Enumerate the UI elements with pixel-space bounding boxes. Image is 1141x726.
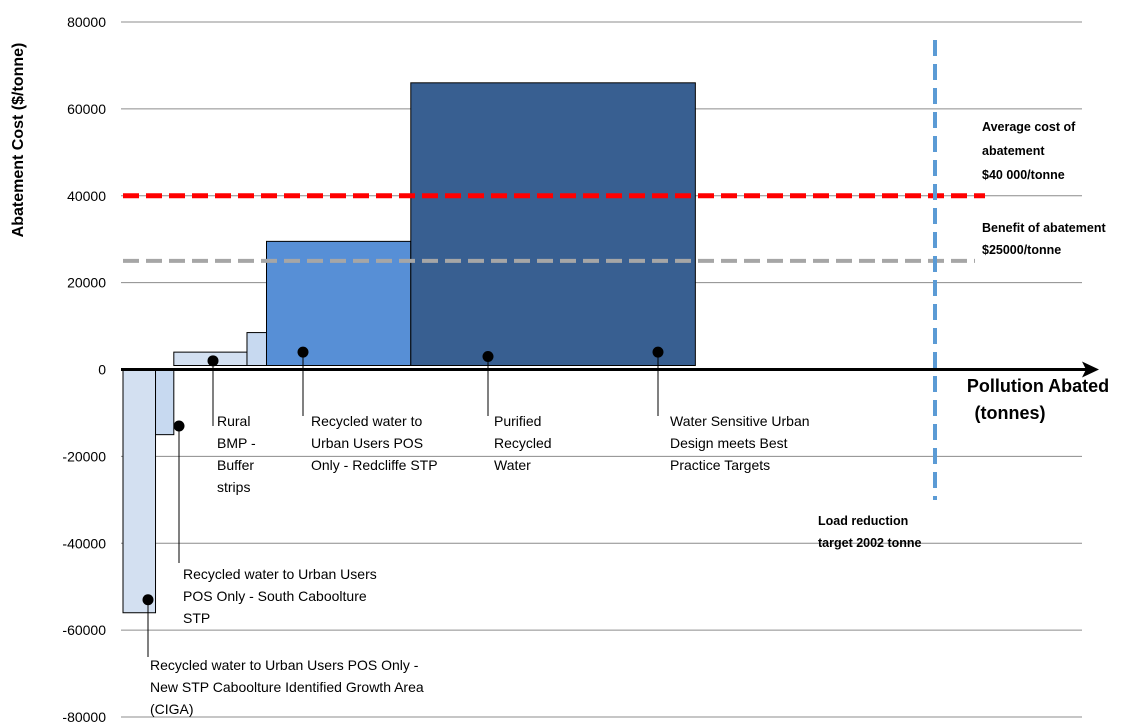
bar-label-line: strips [217, 479, 250, 495]
bar-label: Recycled water to Urban Users POS Only - … [183, 566, 377, 626]
bar-label-line: Purified [494, 413, 541, 429]
y-tick-label: 60000 [67, 101, 106, 117]
x-axis-label-line: Pollution Abated [967, 376, 1109, 396]
bar-label-line: Recycled water to [311, 413, 422, 429]
bar-label-line: (CIGA) [150, 701, 194, 717]
y-axis-label: Abatement Cost ($/tonne) [10, 43, 27, 238]
bar-label: Purified Recycled Water [494, 413, 552, 473]
bar-label-line: Rural [217, 413, 250, 429]
bar-label-line: Only - Redcliffe STP [311, 457, 438, 473]
bar-label-line: BMP - [217, 435, 256, 451]
bar-label-line: Recycled water to Urban Users POS Only - [150, 657, 419, 673]
bar [122, 369, 157, 614]
average-cost-label-line: $40 000/tonne [982, 168, 1065, 182]
bar-label-line: New STP Caboolture Identified Growth Are… [150, 679, 424, 695]
bar-label-line: Water Sensitive Urban [670, 413, 810, 429]
y-tick-label: 80000 [67, 14, 106, 30]
average-cost-label-line: Average cost of [982, 120, 1076, 134]
x-axis-arrow-icon [1082, 361, 1099, 378]
bars [122, 82, 696, 614]
bar-marker [173, 420, 185, 432]
y-tick-label: 40000 [67, 188, 106, 204]
bar-label: Recycled water to Urban Users POS Only -… [150, 657, 424, 717]
x-axis-label: Pollution Abated (tonnes) [967, 376, 1109, 423]
bar-label-line: Practice Targets [670, 457, 770, 473]
target-label-line: Load reduction [818, 514, 908, 528]
bar-label-line: STP [183, 610, 210, 626]
benefit-label-line: Benefit of abatement [982, 221, 1106, 235]
bar-label: Recycled water to Urban Users POS Only - R… [311, 413, 438, 473]
reference-lines: Average cost of abatement $40 000/tonne Ben… [123, 40, 1106, 550]
bar [155, 369, 175, 436]
average-cost-label-line: abatement [982, 144, 1045, 158]
bar-label-line: POS Only - South Caboolture [183, 588, 367, 604]
bar [246, 332, 267, 366]
y-tick-label: -40000 [62, 535, 106, 551]
y-tick-label: -20000 [62, 448, 106, 464]
bar-label-line: Buffer [217, 457, 254, 473]
bar [410, 82, 696, 366]
y-tick-label: -80000 [62, 709, 106, 725]
label-leaders [142, 346, 664, 657]
bar-label-line: Urban Users POS [311, 435, 423, 451]
bar-labels: Recycled water to Urban Users POS Only -… [150, 413, 810, 717]
bar-label-line: Recycled water to Urban Users [183, 566, 377, 582]
bar-marker [652, 346, 664, 358]
bar-label-line: Design meets Best [670, 435, 788, 451]
benefit-label: Benefit of abatement $25000/tonne [982, 221, 1106, 257]
bar-label: Rural BMP - Buffer strips [217, 413, 256, 495]
bar-label-line: Recycled [494, 435, 552, 451]
bar-marker [482, 350, 494, 362]
x-axis [121, 361, 1099, 378]
bar-marker [297, 346, 309, 358]
average-cost-label: Average cost of abatement $40 000/tonne [982, 120, 1076, 182]
y-tick-label: 20000 [67, 275, 106, 291]
y-tick-labels: 80000 60000 40000 20000 0 -20000 -40000 -60000 -… [62, 14, 106, 725]
bar-label-line: Water [494, 457, 531, 473]
bar-label: Water Sensitive Urban Design meets Best Pr… [670, 413, 810, 473]
y-tick-label: 0 [98, 362, 106, 378]
target-label: Load reduction target 2002 tonne [818, 514, 922, 550]
bar-marker [207, 355, 219, 367]
y-tick-label: -60000 [62, 622, 106, 638]
benefit-label-line: $25000/tonne [982, 243, 1061, 257]
x-axis-label-line: (tonnes) [975, 403, 1046, 423]
target-label-line: target 2002 tonne [818, 536, 922, 550]
bar-marker [142, 594, 154, 606]
